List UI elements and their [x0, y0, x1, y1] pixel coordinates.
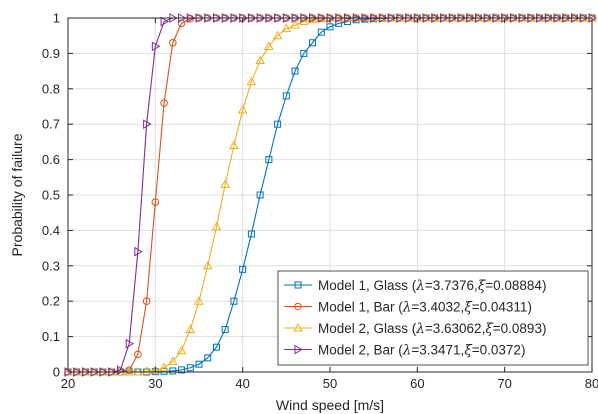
square-marker	[317, 28, 325, 36]
legend-label: Model 2, Glass (λ=3.63062,ξ=0.0893)	[318, 321, 546, 337]
legend-entry: Model 2, Glass (λ=3.63062,ξ=0.0893)	[284, 321, 546, 337]
triangle-right-marker	[134, 246, 143, 257]
circle-marker	[169, 38, 177, 47]
x-tick-label: 40	[235, 376, 249, 391]
triangle-marker	[176, 345, 187, 355]
triangle-right-marker	[160, 16, 170, 27]
triangle-right-marker	[143, 119, 152, 130]
triangle-marker	[281, 23, 292, 33]
legend-entry: Model 2, Bar (λ=3.3471,ξ=0.0372)	[284, 343, 525, 359]
y-tick-label: 0.2	[42, 294, 60, 309]
y-tick-label: 0.9	[42, 46, 60, 61]
y-tick-label: 0.5	[42, 188, 60, 203]
square-marker	[239, 265, 247, 273]
triangle-marker	[229, 140, 239, 149]
x-tick-label: 60	[410, 376, 424, 391]
legend-label: Model 1, Bar (λ=3.4032,ξ=0.04311)	[318, 300, 532, 316]
triangle-marker	[202, 260, 213, 270]
x-tick-label: 80	[585, 376, 598, 391]
square-marker	[178, 366, 186, 374]
x-tick-label: 20	[61, 376, 75, 391]
y-tick-label: 0.7	[42, 117, 60, 132]
legend-label: Model 1, Glass (λ=3.7376,ξ=0.08884)	[318, 278, 546, 294]
square-marker	[265, 156, 273, 164]
axes-ticks: 20 30 40 50 60 70 80 0 0.1 0.2 0.3 0.4 0.5 0.6 0.7 0.8 0…	[42, 11, 598, 392]
y-tick-label: 0.8	[42, 81, 60, 96]
triangle-marker	[290, 20, 300, 29]
x-axis-label: Wind speed [m/s]	[276, 397, 384, 413]
square-marker	[309, 39, 317, 47]
circle-marker	[125, 366, 133, 375]
x-tick-label: 50	[323, 376, 337, 391]
square-marker	[204, 354, 212, 362]
triangle-right-marker	[294, 344, 304, 355]
triangle-marker	[272, 30, 283, 40]
y-axis-label: Probability of failure	[9, 133, 25, 256]
square-marker	[230, 297, 238, 305]
legend-box	[277, 270, 589, 366]
circle-marker	[134, 350, 142, 359]
triangle-marker	[194, 296, 204, 305]
square-marker	[195, 360, 203, 368]
circle-marker	[160, 99, 168, 107]
triangle-right-marker	[125, 338, 135, 349]
x-tick-label: 30	[148, 376, 162, 391]
legend-label: Model 2, Bar (λ=3.3471,ξ=0.0372)	[318, 343, 525, 359]
triangle-marker	[185, 324, 196, 334]
x-tick-label: 70	[497, 376, 511, 391]
square-marker	[247, 230, 255, 238]
triangle-marker	[211, 221, 222, 231]
y-tick-label: 0	[53, 365, 60, 380]
triangle-marker	[141, 366, 152, 375]
square-marker	[221, 326, 229, 334]
triangle-marker	[255, 55, 265, 64]
circle-marker	[294, 302, 302, 311]
square-marker	[300, 49, 308, 57]
y-tick-label: 1	[53, 11, 60, 26]
square-marker	[212, 343, 220, 351]
legend-entry: Model 1, Bar (λ=3.4032,ξ=0.04311)	[284, 300, 532, 316]
triangle-marker	[237, 105, 248, 114]
square-marker	[256, 191, 264, 199]
square-marker	[326, 23, 334, 31]
legend: Model 1, Glass (λ=3.7376,ξ=0.08884) Model…	[277, 270, 589, 366]
y-tick-label: 0.4	[42, 223, 60, 238]
circle-marker	[151, 198, 160, 206]
y-tick-label: 0.6	[42, 152, 60, 167]
triangle-right-marker	[151, 41, 161, 52]
triangle-marker	[293, 322, 303, 332]
square-marker	[169, 367, 177, 375]
legend-entry: Model 1, Glass (λ=3.7376,ξ=0.08884)	[284, 278, 546, 294]
y-tick-label: 0.3	[42, 258, 60, 273]
square-marker	[186, 364, 194, 372]
triangle-marker	[264, 41, 274, 50]
triangle-marker	[150, 365, 161, 374]
triangle-marker	[220, 179, 231, 188]
circle-marker	[142, 297, 151, 306]
triangle-marker	[159, 362, 169, 372]
triangle-marker	[167, 356, 178, 365]
square-marker	[274, 120, 282, 128]
square-marker	[294, 281, 302, 289]
triangle-marker	[246, 76, 257, 86]
y-tick-label: 0.1	[42, 329, 60, 344]
square-marker	[282, 92, 290, 100]
square-marker	[291, 67, 299, 75]
